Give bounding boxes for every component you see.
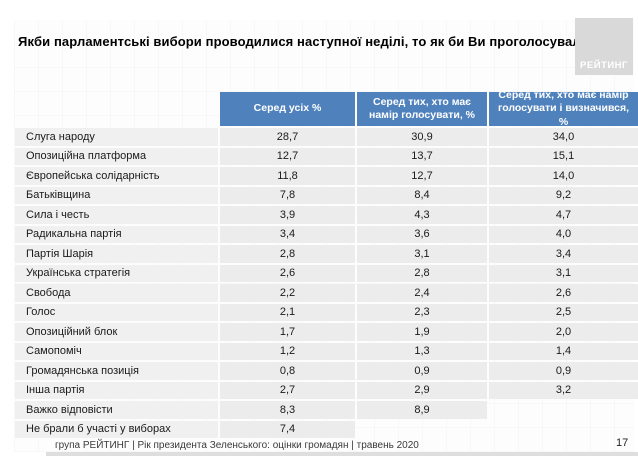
value-cell: 12,7	[220, 147, 355, 165]
bottom-divider	[46, 452, 638, 456]
value-cell: 28,7	[220, 128, 355, 146]
poll-results-table: Серед усіх % Серед тих, хто має намір гол…	[15, 89, 638, 439]
value-cell: 2,8	[220, 245, 355, 263]
value-cell-empty	[357, 421, 487, 439]
row-label: Радикальна партія	[15, 225, 218, 243]
value-cell: 2,7	[220, 381, 355, 399]
value-cell: 13,7	[357, 147, 487, 165]
value-cell: 12,7	[357, 167, 487, 185]
value-cell: 3,6	[357, 225, 487, 243]
value-cell: 2,0	[489, 323, 638, 341]
row-label: Не брали б участі у виборах	[15, 420, 218, 438]
value-cell: 8,3	[220, 401, 355, 419]
row-label: Свобода	[15, 284, 218, 302]
value-cell: 2,3	[357, 303, 487, 321]
value-cell: 8,9	[357, 401, 487, 419]
row-label: Громадянська позиція	[15, 362, 218, 380]
row-label: Інша партія	[15, 381, 218, 399]
value-cell: 0,9	[357, 362, 487, 380]
value-cell: 2,9	[357, 381, 487, 399]
value-cell: 2,2	[220, 284, 355, 302]
column-header-1: Серед усіх %	[220, 92, 355, 126]
value-cell: 11,8	[220, 167, 355, 185]
column-header-3: Серед тих, хто має намір голосувати і ви…	[489, 89, 638, 128]
row-label: Європейська солідарність	[15, 167, 218, 185]
value-cell: 4,3	[357, 206, 487, 224]
column-header-2: Серед тих, хто має намір голосувати, %	[357, 92, 487, 126]
row-label: Опозиційна платформа	[15, 147, 218, 165]
value-cell: 1,4	[489, 342, 638, 360]
page-title: Якби парламентські вибори проводилися на…	[18, 34, 597, 49]
table-corner-cell	[15, 92, 218, 126]
value-cell: 1,3	[357, 342, 487, 360]
value-cell: 30,9	[357, 128, 487, 146]
footer-source-line: група РЕЙТИНГ | Рік президента Зеленсько…	[55, 440, 419, 451]
row-label: Сила і честь	[15, 206, 218, 224]
value-cell: 2,6	[489, 284, 638, 302]
value-cell: 9,2	[489, 186, 638, 204]
value-cell: 1,7	[220, 323, 355, 341]
row-label: Важко відповісти	[15, 401, 218, 419]
value-cell: 3,4	[489, 245, 638, 263]
rating-group-logo: РЕЙТИНГ	[575, 18, 633, 75]
value-cell: 3,1	[489, 264, 638, 282]
value-cell: 1,2	[220, 342, 355, 360]
value-cell: 3,2	[489, 381, 638, 399]
value-cell: 2,1	[220, 303, 355, 321]
value-cell: 4,0	[489, 225, 638, 243]
value-cell: 34,0	[489, 128, 638, 146]
row-label: Опозиційний блок	[15, 323, 218, 341]
value-cell: 7,8	[220, 186, 355, 204]
page-number: 17	[616, 437, 629, 449]
value-cell: 8,4	[357, 186, 487, 204]
value-cell-empty	[489, 421, 638, 439]
value-cell: 2,5	[489, 303, 638, 321]
value-cell: 7,4	[220, 420, 355, 438]
value-cell: 2,6	[220, 264, 355, 282]
value-cell: 4,7	[489, 206, 638, 224]
value-cell: 3,9	[220, 206, 355, 224]
value-cell: 2,8	[357, 264, 487, 282]
row-label: Батьківщина	[15, 186, 218, 204]
row-label: Самопоміч	[15, 342, 218, 360]
value-cell: 0,8	[220, 362, 355, 380]
value-cell: 1,9	[357, 323, 487, 341]
row-label: Голос	[15, 303, 218, 321]
row-label: Партія Шарія	[15, 245, 218, 263]
row-label: Українська стратегія	[15, 264, 218, 282]
value-cell: 3,4	[220, 225, 355, 243]
value-cell: 0,9	[489, 362, 638, 380]
value-cell: 15,1	[489, 147, 638, 165]
value-cell-empty	[489, 401, 638, 419]
row-label: Слуга народу	[15, 128, 218, 146]
value-cell: 2,4	[357, 284, 487, 302]
value-cell: 3,1	[357, 245, 487, 263]
rating-logo-text: РЕЙТИНГ	[580, 60, 628, 71]
value-cell: 14,0	[489, 167, 638, 185]
